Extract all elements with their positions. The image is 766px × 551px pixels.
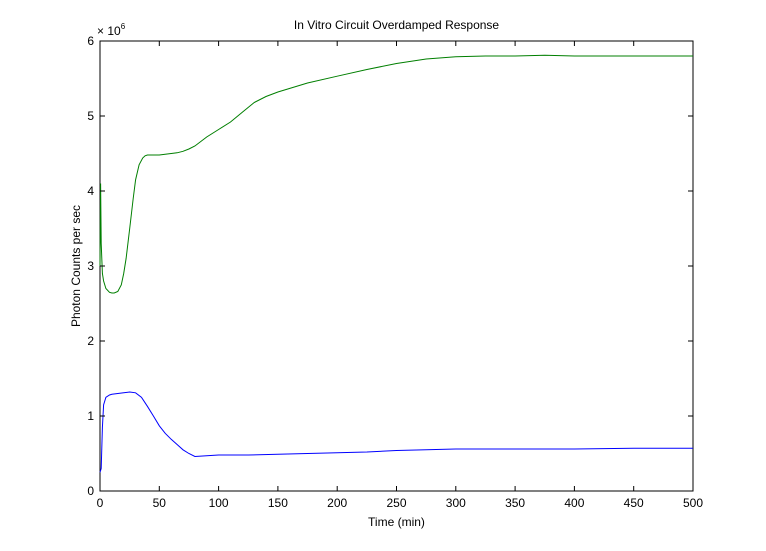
x-tick-label: 400: [564, 496, 584, 510]
y-tick-label: 5: [87, 109, 94, 123]
y-tick-label: 0: [87, 484, 94, 498]
y-tick-label: 1: [87, 409, 94, 423]
y-tick-label: 3: [87, 259, 94, 273]
x-tick-label: 50: [153, 496, 167, 510]
y-axis-title: Photon Counts per sec: [69, 205, 83, 327]
x-tick-label: 500: [683, 496, 703, 510]
y-tick-label: 2: [87, 334, 94, 348]
plot-area-frame: [99, 40, 694, 492]
y-tick-label: 6: [87, 34, 94, 48]
y-axis-multiplier-base: × 10: [97, 24, 121, 38]
tick-layer: 0 50 100 150 200 250 300 350 400 450 500 0 1 2 3 4 5 6: [87, 34, 703, 510]
x-tick-label: 150: [268, 496, 288, 510]
y-axis-multiplier: × 106: [97, 22, 126, 38]
x-tick-label: 350: [505, 496, 525, 510]
series-layer: [99, 54, 693, 473]
y-tick-label: 4: [87, 184, 94, 198]
x-tick-label: 0: [97, 496, 104, 510]
x-tick-label: 450: [624, 496, 644, 510]
y-axis-multiplier-exponent: 6: [121, 22, 126, 31]
series-line-2: [99, 391, 693, 473]
x-tick-label: 200: [327, 496, 347, 510]
x-tick-label: 250: [386, 496, 406, 510]
chart-title: In Vitro Circuit Overdamped Response: [294, 18, 500, 32]
x-tick-label: 100: [209, 496, 229, 510]
x-tick-label: 300: [446, 496, 466, 510]
x-axis-title: Time (min): [368, 515, 425, 529]
series-line-1: [99, 54, 693, 294]
